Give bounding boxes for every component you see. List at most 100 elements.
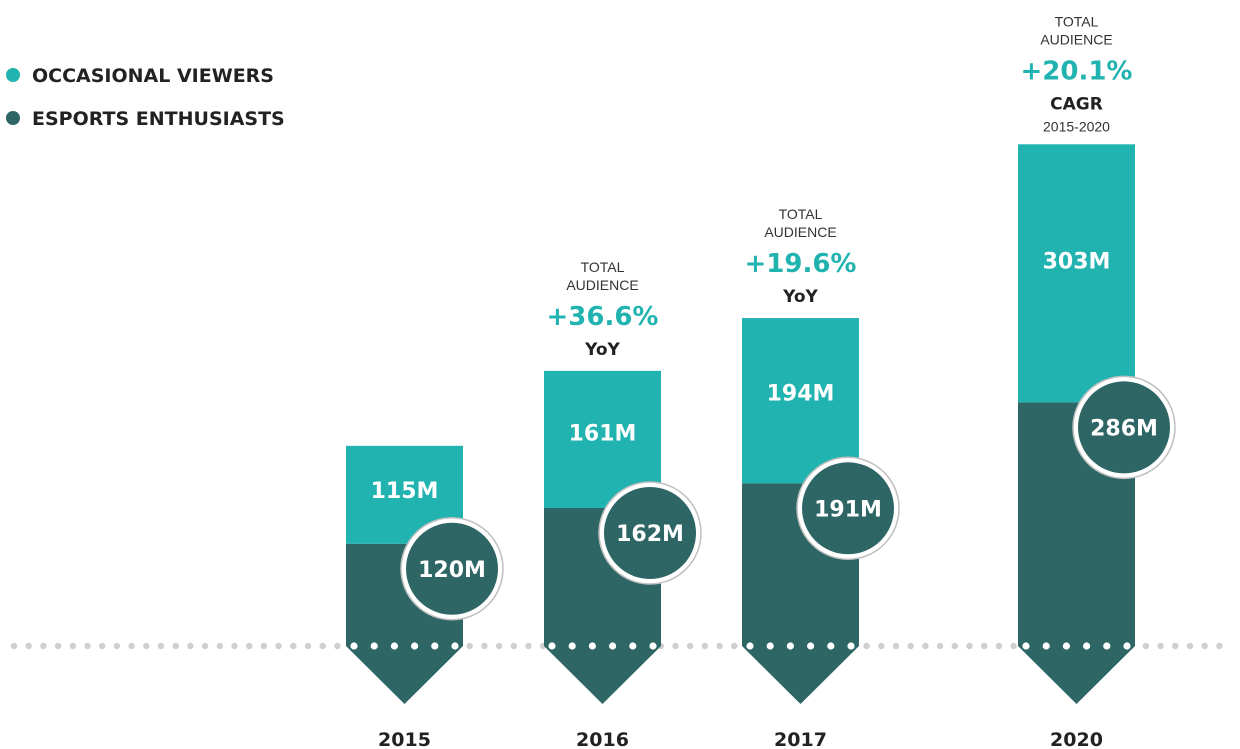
baseline-dot bbox=[231, 642, 238, 650]
bar-baseline-dot bbox=[451, 642, 459, 650]
annotation-period: 2015-2020 bbox=[1043, 118, 1110, 134]
baseline-dot bbox=[892, 642, 900, 650]
baseline-dot bbox=[143, 642, 150, 650]
baseline-dot bbox=[510, 642, 517, 650]
value-badge-esports-enthusiasts bbox=[406, 522, 498, 615]
baseline-dot bbox=[319, 642, 326, 650]
baseline-dot bbox=[1157, 642, 1164, 650]
data-label-occasional-viewers: 303M bbox=[1043, 249, 1111, 274]
bar-baseline-dot bbox=[431, 642, 439, 650]
annotation-growth-percent: +19.6% bbox=[745, 249, 857, 279]
legend-label: ESPORTS ENTHUSIASTS bbox=[32, 108, 285, 130]
bar-baseline-dot bbox=[568, 642, 576, 650]
baseline-dot bbox=[157, 642, 165, 650]
growth-annotation: TOTAL AUDIENCE +20.1% CAGR 2015-2020 bbox=[1021, 13, 1133, 134]
baseline-dot bbox=[201, 642, 209, 650]
data-label-esports-enthusiasts: 191M bbox=[814, 497, 882, 522]
baseline-dot bbox=[275, 642, 282, 650]
baseline-dot bbox=[466, 642, 473, 650]
x-tick-label: 2017 bbox=[774, 729, 827, 749]
baseline-dot bbox=[172, 642, 179, 650]
baseline-dot bbox=[481, 642, 488, 650]
data-label-esports-enthusiasts: 120M bbox=[418, 558, 486, 583]
baseline-dot bbox=[25, 642, 32, 650]
data-label-esports-enthusiasts: 286M bbox=[1090, 416, 1158, 441]
baseline-dot bbox=[966, 642, 973, 650]
annotation-growth-type: YoY bbox=[782, 287, 818, 307]
baseline-dot bbox=[260, 642, 268, 650]
bar-segment-esports-enthusiasts bbox=[1018, 402, 1135, 704]
baseline-dot bbox=[99, 642, 106, 650]
bar-baseline-dot bbox=[786, 642, 795, 650]
baseline-dot bbox=[1201, 642, 1208, 650]
annotation-growth-type: YoY bbox=[584, 340, 620, 360]
baseline-dot bbox=[951, 642, 958, 650]
baseline-dot bbox=[863, 642, 870, 650]
bar-segment-occasional-viewers bbox=[742, 318, 859, 484]
bar-baseline-dot bbox=[1123, 642, 1131, 650]
bar-baseline-dot bbox=[807, 642, 815, 650]
baseline-dot bbox=[128, 642, 135, 650]
baseline-dot bbox=[1142, 642, 1150, 650]
baseline-dot bbox=[216, 642, 223, 650]
annotation-total-label: TOTAL bbox=[581, 259, 625, 275]
bars-group: 115M 120M 2015 161M 162M 2016 TOTAL AUDIENCE +36… bbox=[346, 13, 1176, 749]
bar-group-2016: 161M 162M 2016 TOTAL AUDIENCE +36.6% YoY bbox=[544, 259, 702, 749]
baseline-dot bbox=[40, 642, 47, 650]
annotation-total-label: TOTAL bbox=[1055, 13, 1099, 29]
bar-baseline-dot bbox=[588, 642, 597, 650]
x-tick-label: 2016 bbox=[576, 729, 629, 749]
baseline-dot bbox=[1216, 642, 1223, 650]
baseline-dot bbox=[290, 642, 297, 650]
baseline-dot bbox=[525, 642, 532, 650]
bar-baseline-dot bbox=[1083, 642, 1091, 650]
legend: OCCASIONAL VIEWERS ESPORTS ENTHUSIASTS bbox=[6, 65, 285, 130]
bar-baseline-dot bbox=[847, 642, 855, 650]
annotation-growth-percent: +20.1% bbox=[1021, 56, 1133, 86]
bar-baseline-dot bbox=[827, 642, 835, 650]
legend-label: OCCASIONAL VIEWERS bbox=[32, 65, 274, 87]
baseline-dot bbox=[1186, 642, 1194, 650]
bar-baseline-dot bbox=[629, 642, 637, 650]
data-label-esports-enthusiasts: 162M bbox=[616, 522, 684, 547]
value-badge-esports-enthusiasts bbox=[604, 487, 696, 580]
baseline-dot bbox=[69, 642, 77, 650]
baseline-dot bbox=[334, 642, 341, 650]
baseline-dot bbox=[187, 642, 194, 650]
bar-baseline-dot bbox=[746, 642, 754, 650]
bar-group-2020: 303M 286M 2020 TOTAL AUDIENCE +20.1% CAGR 2015-… bbox=[1018, 13, 1176, 749]
legend-marker bbox=[6, 111, 20, 125]
data-label-occasional-viewers: 115M bbox=[371, 479, 439, 504]
value-badge-esports-enthusiasts bbox=[1078, 381, 1170, 474]
baseline-dot bbox=[1010, 642, 1017, 650]
baseline-dot bbox=[731, 642, 738, 650]
baseline-dot bbox=[907, 642, 914, 650]
baseline-dot bbox=[716, 642, 723, 650]
bar-baseline-dot bbox=[390, 642, 398, 650]
baseline-dot bbox=[54, 642, 62, 650]
baseline-dot bbox=[878, 642, 885, 650]
baseline-dot bbox=[113, 642, 121, 650]
value-badge-esports-enthusiasts bbox=[802, 462, 894, 555]
bar-baseline-dot bbox=[1042, 642, 1050, 650]
bar-baseline-dot bbox=[609, 642, 617, 650]
baseline-dot bbox=[1172, 642, 1179, 650]
annotation-audience-label: AUDIENCE bbox=[764, 224, 836, 240]
baseline-dot bbox=[84, 642, 91, 650]
bar-baseline-dot bbox=[411, 642, 419, 650]
annotation-growth-percent: +36.6% bbox=[547, 302, 659, 332]
bar-baseline-dot bbox=[766, 642, 774, 650]
x-tick-label: 2015 bbox=[378, 729, 431, 749]
growth-annotation: TOTAL AUDIENCE +19.6% YoY bbox=[745, 206, 857, 307]
bar-baseline-dot bbox=[350, 642, 358, 650]
baseline-dot bbox=[995, 642, 1003, 650]
bar-group-2017: 194M 191M 2017 TOTAL AUDIENCE +19.6% YoY bbox=[742, 206, 900, 749]
baseline-dot bbox=[10, 642, 18, 650]
bar-baseline-dot bbox=[548, 642, 556, 650]
baseline-dot bbox=[701, 642, 709, 650]
bar-baseline-dot bbox=[1103, 642, 1111, 650]
baseline-dot bbox=[304, 642, 312, 650]
annotation-total-label: TOTAL bbox=[779, 206, 823, 222]
baseline-dot bbox=[495, 642, 503, 650]
